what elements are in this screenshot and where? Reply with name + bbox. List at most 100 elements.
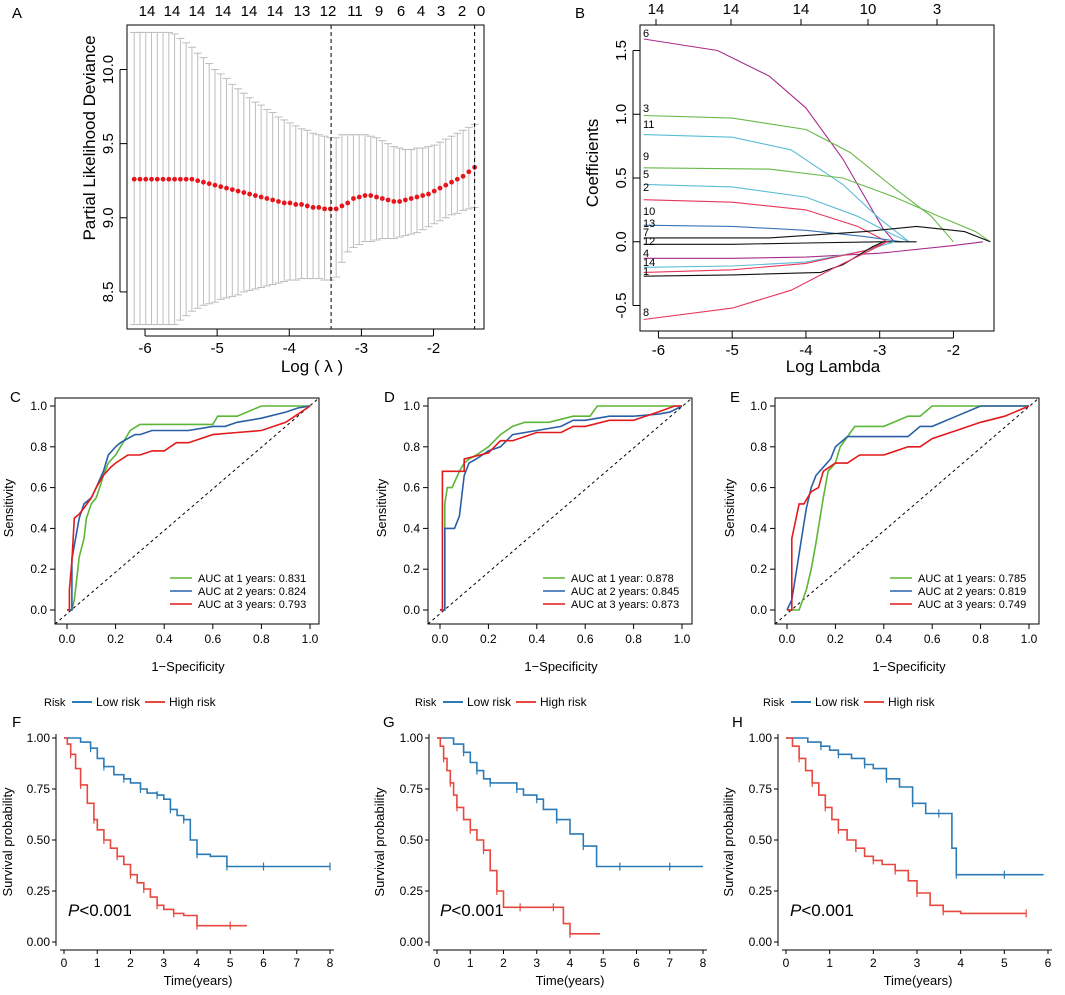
- y-tick-label: 0.75: [400, 782, 424, 796]
- data-point: [426, 191, 431, 197]
- p-value-label: P<0.001: [68, 901, 132, 920]
- data-point: [454, 176, 460, 182]
- panel-letter-h: H: [732, 714, 743, 731]
- y-tick-label: 0.8: [403, 440, 420, 454]
- plot-frame: [54, 397, 320, 625]
- y-tick-label: 0.25: [749, 884, 773, 898]
- top-count-label: 3: [437, 3, 445, 20]
- panel-h: H Risk Low risk High risk 0.00 0.25 0.50 0.75 1…: [721, 695, 1052, 988]
- y-tick-label: 0.50: [400, 833, 424, 847]
- path-label: 13: [643, 218, 655, 230]
- x-tick-label: 1.0: [302, 632, 319, 646]
- x-tick-label: 2: [500, 956, 507, 970]
- data-point: [299, 202, 304, 207]
- roc-curve: [440, 405, 682, 611]
- legend-label: AUC at 3 years: 0.793: [198, 599, 306, 611]
- y-tick-label: 1.0: [403, 399, 420, 413]
- panel-d: D 0.0 0.0 0.2 0.2 0.4 0.4 0.6 0.6 0.8 0.8 1.0 1.0 AU…: [374, 389, 693, 674]
- x-tick-label: -2: [427, 340, 440, 357]
- y-axis-label: Partial Likelihood Deviance: [80, 35, 99, 240]
- reference-diagonal: [774, 397, 1040, 625]
- top-count-label: 14: [215, 3, 232, 20]
- y-tick-label: 1.00: [400, 731, 424, 745]
- data-point: [379, 196, 385, 201]
- coefficient-path: [643, 114, 954, 243]
- data-point: [137, 176, 143, 182]
- x-axis-label: Time(years): [536, 973, 605, 988]
- y-axis-label: Survival probability: [0, 787, 15, 897]
- coefficient-path: [643, 134, 910, 243]
- x-tick-label: 0.0: [432, 632, 449, 646]
- y-tick-label: 1.00: [27, 731, 51, 745]
- y-tick-label: 0.2: [403, 562, 420, 576]
- data-point: [212, 182, 218, 188]
- x-tick-label: 0.6: [577, 632, 594, 646]
- x-tick-label: 6: [1045, 956, 1052, 970]
- x-tick-label: 5: [227, 956, 234, 970]
- legend-label: AUC at 1 year: 0.878: [571, 573, 674, 585]
- x-tick-label: -6: [138, 340, 151, 357]
- x-tick-label: 4: [957, 956, 964, 970]
- x-tick-label: 4: [194, 956, 201, 970]
- x-tick-label: 0.2: [480, 632, 497, 646]
- x-tick-label: -6: [652, 342, 665, 359]
- x-tick-label: 3: [533, 956, 540, 970]
- path-label: 8: [643, 307, 649, 319]
- top-count-label: 0: [477, 3, 485, 20]
- panel-letter-a: A: [12, 5, 22, 22]
- plot-frame: [126, 24, 485, 330]
- x-tick-label: 3: [914, 956, 921, 970]
- x-tick-label: -4: [799, 342, 812, 359]
- data-point: [385, 197, 391, 203]
- roc-curve: [67, 405, 311, 611]
- x-tick-label: 1: [467, 956, 474, 970]
- top-count-label: 14: [189, 3, 206, 20]
- x-tick-label: 0.8: [253, 632, 270, 646]
- data-point: [322, 206, 328, 212]
- roc-curve: [787, 405, 1029, 611]
- y-tick-label: 10.0: [100, 55, 117, 84]
- data-point: [264, 196, 270, 201]
- x-tick-label: -3: [873, 342, 886, 359]
- data-point: [293, 202, 299, 207]
- path-label: 4: [643, 248, 649, 260]
- top-count-label: 4: [417, 3, 425, 20]
- y-tick-label: -0.5: [613, 293, 630, 319]
- panel-g: G Risk Low risk High risk 0.00 0.25 0.50 0.75 1…: [372, 695, 707, 988]
- data-point: [183, 176, 189, 182]
- top-count-label: 13: [294, 3, 311, 20]
- reference-diagonal: [54, 397, 320, 625]
- p-value-label: P<0.001: [440, 901, 504, 920]
- coefficient-path: [643, 224, 902, 243]
- data-point: [131, 176, 137, 182]
- x-tick-label: 6: [260, 956, 267, 970]
- y-tick-label: 0.50: [749, 833, 773, 847]
- y-tick-label: 0.25: [400, 884, 424, 898]
- data-point: [206, 181, 212, 187]
- x-tick-label: 7: [293, 956, 300, 970]
- data-point: [189, 176, 195, 182]
- x-tick-label: 1: [826, 956, 833, 970]
- panel-letter-c: C: [10, 389, 21, 406]
- data-point: [316, 205, 322, 210]
- top-count-label: 14: [723, 1, 740, 18]
- km-curve-high-risk: [437, 737, 600, 935]
- x-axis-label: Time(years): [164, 973, 233, 988]
- data-point: [466, 169, 472, 175]
- data-point: [304, 203, 310, 209]
- y-tick-label: 0.0: [30, 603, 47, 617]
- data-point: [333, 206, 339, 212]
- data-point: [195, 178, 201, 184]
- x-tick-label: 2: [870, 956, 877, 970]
- top-count-label: 10: [860, 1, 877, 18]
- data-point: [351, 196, 356, 201]
- data-point: [270, 197, 276, 203]
- path-label: 5: [643, 169, 649, 181]
- legend-title: Risk: [763, 697, 785, 709]
- plot-frame: [427, 397, 693, 625]
- data-point: [339, 203, 345, 209]
- legend-low-label: Low risk: [467, 695, 512, 709]
- path-label: 1: [643, 266, 649, 278]
- y-tick-label: 0.00: [749, 935, 773, 949]
- coefficient-path: [643, 167, 991, 243]
